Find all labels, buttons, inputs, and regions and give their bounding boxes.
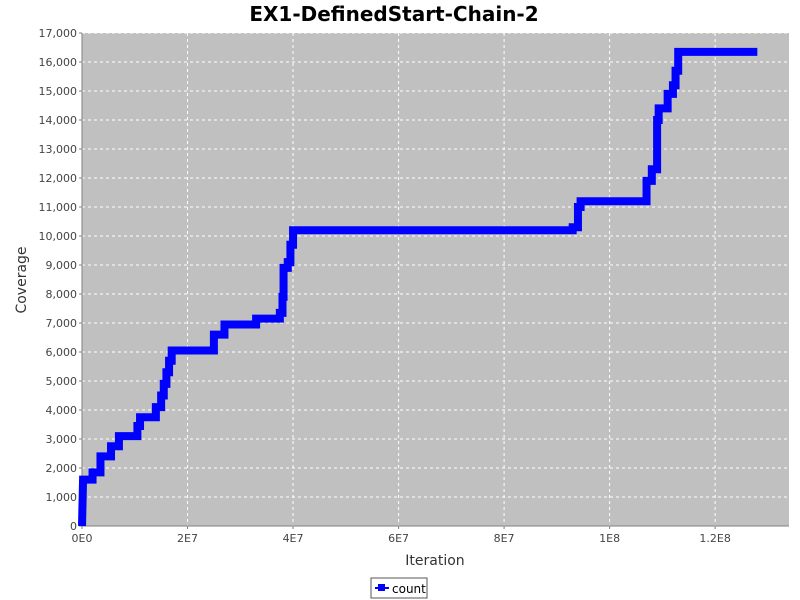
- y-tick-label: 4,000: [46, 404, 78, 417]
- y-tick-label: 11,000: [39, 201, 78, 214]
- plot-area: [82, 33, 789, 526]
- y-tick-label: 9,000: [46, 259, 78, 272]
- grid-lines: [82, 32, 789, 526]
- y-tick-label: 12,000: [39, 172, 78, 185]
- legend-marker-icon: [378, 584, 385, 591]
- y-tick-label: 1,000: [46, 491, 78, 504]
- legend-box: [370, 577, 428, 599]
- series-line-count: [78, 47, 758, 527]
- y-tick-label: 17,000: [39, 27, 78, 40]
- x-tick-label: 0E0: [72, 532, 93, 545]
- y-tick-label: 6,000: [46, 346, 78, 359]
- legend-label-count: count: [392, 582, 426, 596]
- y-tick-label: 7,000: [46, 317, 78, 330]
- y-tick-label: 13,000: [39, 143, 78, 156]
- x-tick-label: 1E8: [599, 532, 620, 545]
- y-axis-title: Coverage: [14, 246, 30, 313]
- y-tick-label: 3,000: [46, 433, 78, 446]
- series-line-layer: [78, 47, 758, 527]
- chart-title: EX1-DefinedStart-Chain-2: [249, 2, 538, 26]
- x-axis-title: Iteration: [405, 553, 464, 569]
- y-tick-label: 10,000: [39, 230, 78, 243]
- x-tick-label: 4E7: [283, 532, 304, 545]
- y-tick-label: 0: [70, 520, 77, 533]
- y-tick-label: 8,000: [46, 288, 78, 301]
- x-tick-label: 6E7: [388, 532, 409, 545]
- y-tick-label: 2,000: [46, 462, 78, 475]
- y-tick-label: 16,000: [39, 56, 78, 69]
- x-tick-label: 2E7: [177, 532, 198, 545]
- y-tick-label: 5,000: [46, 375, 78, 388]
- legend: count: [370, 577, 428, 599]
- x-tick-label: 8E7: [494, 532, 515, 545]
- x-tick-label: 1.2E8: [699, 532, 730, 545]
- y-tick-label: 15,000: [39, 85, 78, 98]
- y-tick-label: 14,000: [39, 114, 78, 127]
- axes: 0 1,000 2,000 3,000 4,000 5,000 6,000 7,000 8,00…: [39, 27, 789, 545]
